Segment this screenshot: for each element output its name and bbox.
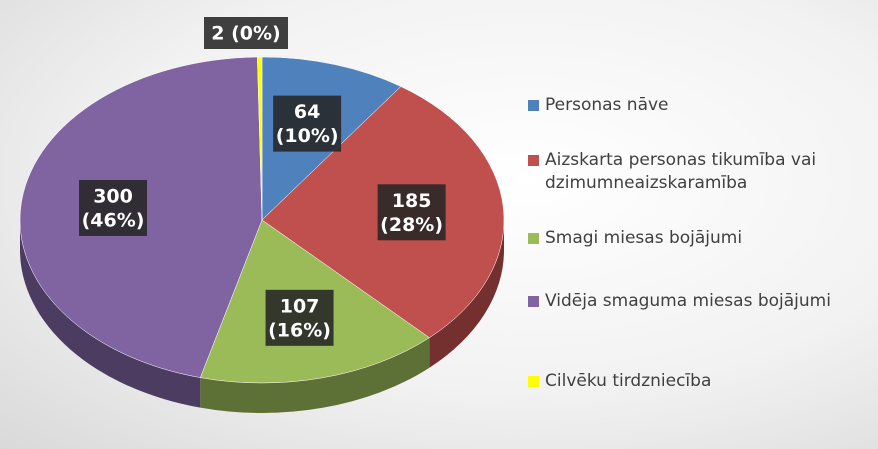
- value-label-text: 107: [280, 295, 320, 317]
- value-label: 300(46%): [79, 179, 148, 236]
- legend-swatch: [528, 155, 539, 166]
- slice-side: [200, 337, 430, 413]
- legend-item: Cilvēku tirdzniecība: [528, 370, 865, 393]
- value-label: 64(10%): [273, 95, 342, 152]
- legend-item: Personas nāve: [528, 94, 865, 117]
- slice: [257, 56, 263, 221]
- value-label-box: [79, 179, 148, 236]
- value-label-text: (46%): [82, 209, 145, 231]
- value-label-text: (28%): [380, 214, 443, 236]
- legend-item: Smagi miesas bojājumi: [528, 227, 865, 250]
- value-label: 185(28%): [377, 184, 446, 241]
- value-label-box: [265, 289, 334, 346]
- value-label-text: 64: [294, 101, 320, 123]
- legend-swatch: [528, 100, 539, 111]
- value-label-box: [273, 95, 342, 152]
- legend-swatch: [528, 376, 539, 387]
- legend-swatch: [528, 296, 539, 307]
- value-label-text: 2 (0%): [211, 23, 280, 45]
- value-label-text: 300: [93, 185, 133, 207]
- value-label: 2 (0%): [204, 17, 288, 49]
- legend-item: Vidēja smaguma miesas bojājumi: [528, 290, 865, 313]
- legend-label: Aizskarta personas tikumība vai dzimumne…: [545, 150, 817, 193]
- value-label-text: (16%): [268, 319, 331, 341]
- value-label-text: (10%): [276, 125, 339, 147]
- value-label-box: [377, 184, 446, 241]
- legend-swatch: [528, 233, 539, 244]
- value-label: 107(16%): [265, 289, 334, 346]
- legend-item: Aizskarta personas tikumība vai dzimumne…: [528, 149, 865, 195]
- legend-label: Smagi miesas bojājumi: [545, 228, 743, 248]
- legend-label: Vidēja smaguma miesas bojājumi: [545, 291, 831, 311]
- slice-side: [20, 220, 201, 408]
- value-label-text: 185: [392, 190, 432, 212]
- value-label-box: [204, 17, 288, 49]
- legend-label: Cilvēku tirdzniecība: [545, 371, 712, 391]
- slice-side: [429, 220, 504, 368]
- legend-label: Personas nāve: [545, 95, 669, 115]
